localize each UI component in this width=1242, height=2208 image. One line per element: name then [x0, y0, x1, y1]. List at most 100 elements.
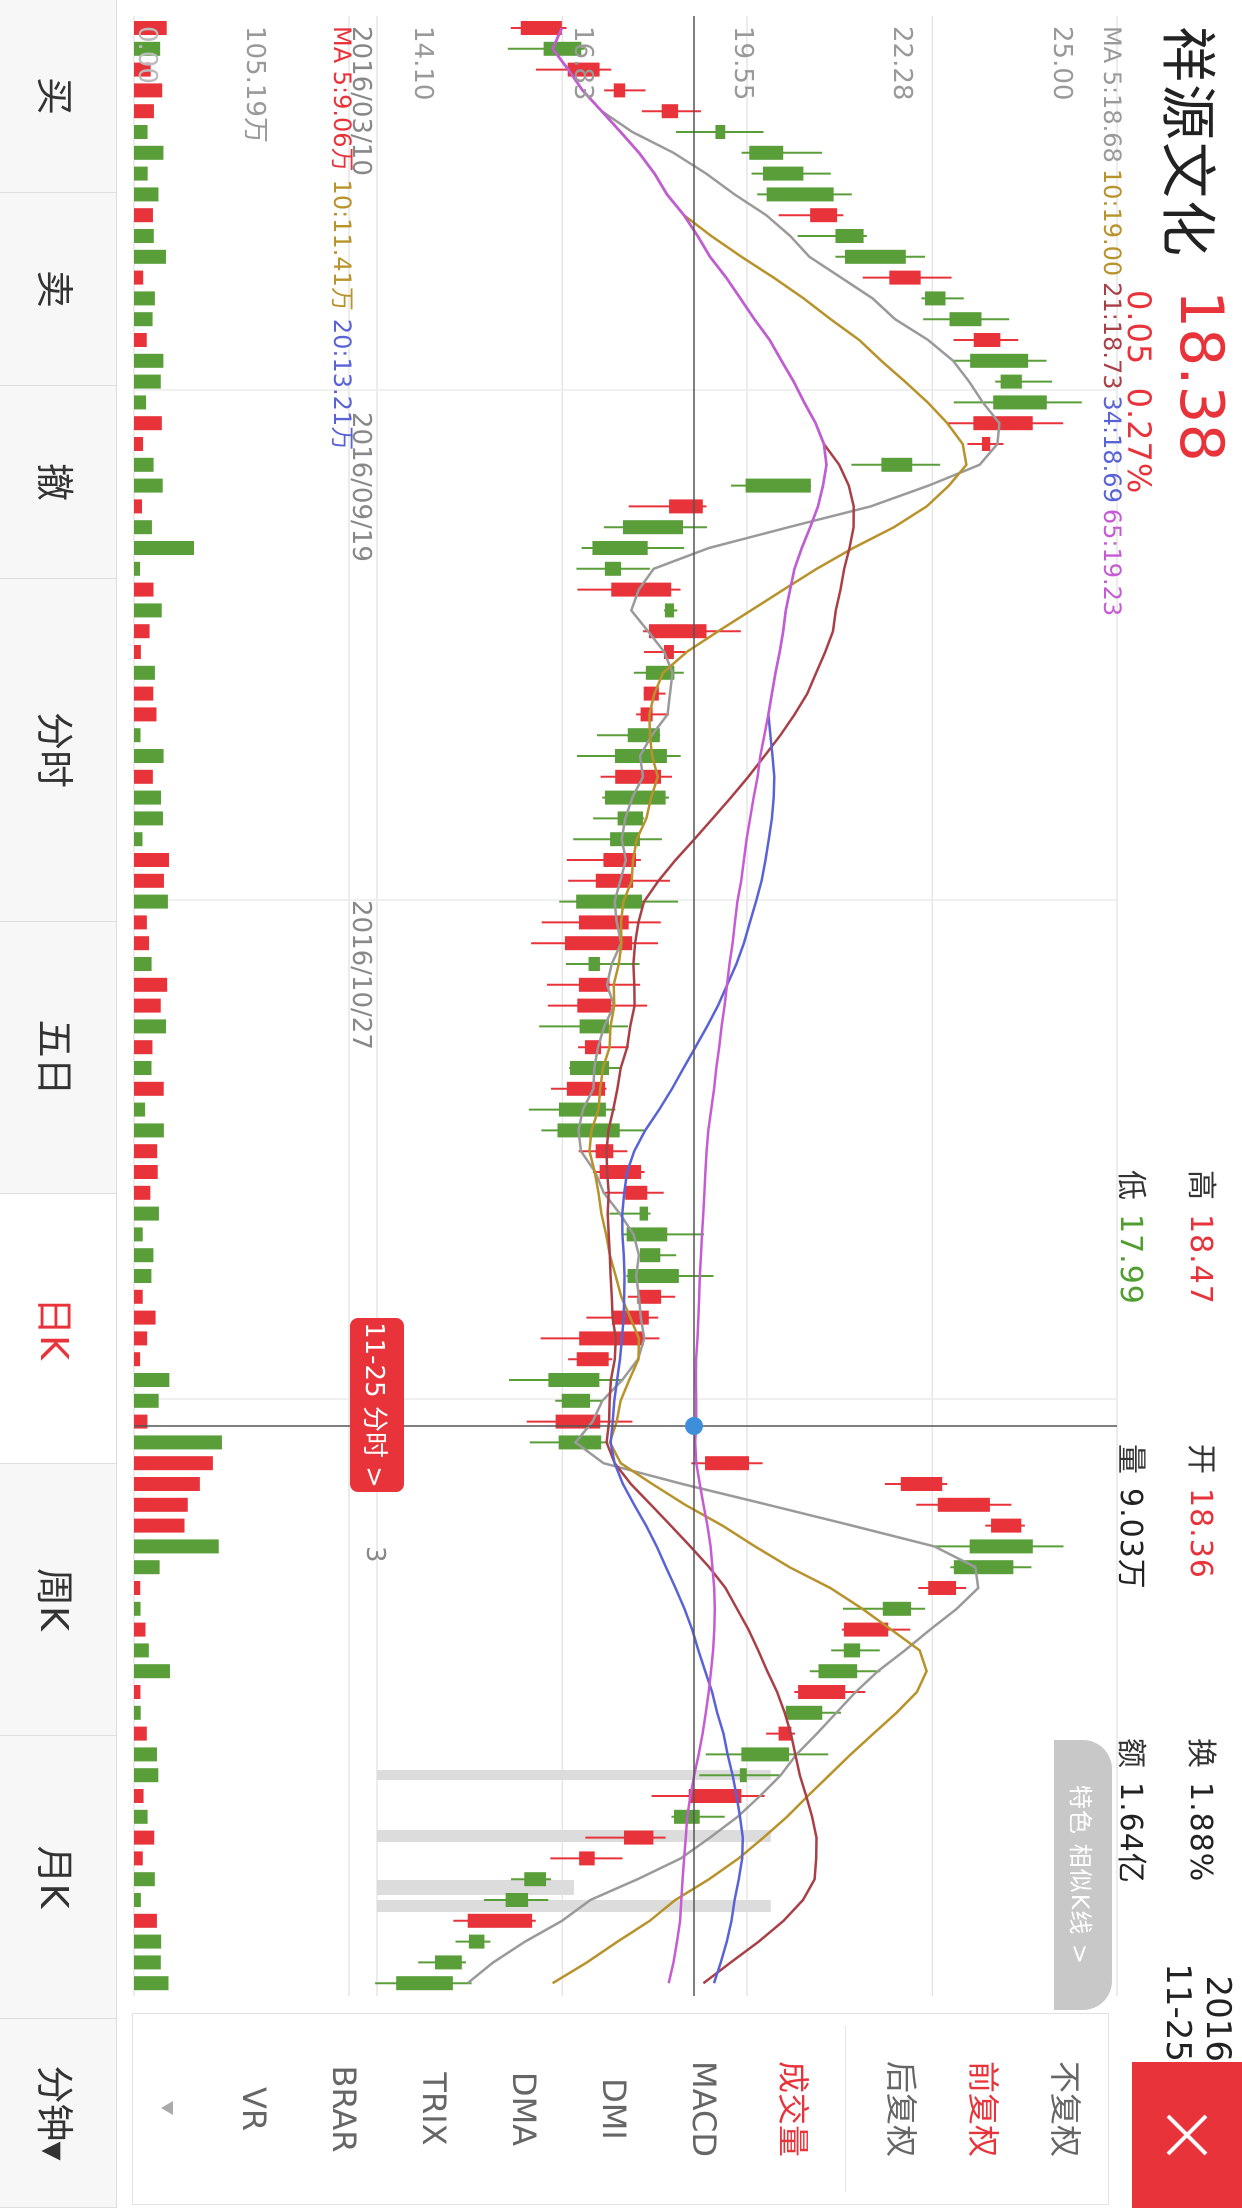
volume-bar [134, 1893, 141, 1907]
candle-body [561, 1393, 591, 1408]
ma-legend-item: 65:19.23 [1098, 508, 1126, 617]
indicator-2[interactable]: 后复权 [882, 2060, 920, 2157]
ma-legend: MA 5:18.68 10:19.00 21:18.73 34:18.69 65:19.… [1098, 26, 1126, 622]
candle-body [625, 1185, 648, 1200]
volume-bar [134, 582, 154, 597]
volume-bar [133, 437, 144, 451]
volume-bar [134, 1019, 167, 1034]
candle-body [558, 1435, 602, 1450]
candle-body [578, 977, 610, 992]
tab-6[interactable]: 周K [0, 1464, 116, 1736]
indicator-9[interactable]: VR [235, 2086, 273, 2132]
candle-body [613, 83, 626, 98]
crosshair-tip-button[interactable]: 11-25 分时 > [350, 1318, 404, 1492]
volume-bar [133, 1102, 146, 1117]
tab-5[interactable]: 日K [0, 1194, 116, 1464]
date-label-1: 2016/03/10 [346, 26, 376, 176]
price-tick-1: 25.00 [1047, 26, 1077, 101]
candle-body [993, 395, 1047, 410]
candle-body [557, 1123, 620, 1138]
candle-body [900, 1477, 943, 1491]
volume-bar [133, 894, 168, 909]
candle-body [639, 1248, 661, 1263]
tab-0[interactable]: 买 [0, 0, 116, 193]
volume-bar [133, 665, 155, 680]
volume-bar [134, 1289, 143, 1304]
kline-chart[interactable] [117, 0, 1242, 2208]
candle-body [785, 1705, 823, 1720]
volume-bar [133, 312, 153, 327]
volume-bar [133, 1227, 143, 1242]
indicator-1[interactable]: 前复权 [964, 2060, 1002, 2157]
date-label-2: 2016/09/19 [346, 412, 376, 562]
candle-body [627, 1269, 679, 1283]
volume-bar [134, 998, 161, 1013]
volume-legend-item: 10:11.41万 [328, 179, 356, 311]
candlesticks [375, 21, 1082, 1991]
tip-suffix: 3 [360, 1546, 390, 1563]
volume-bar [133, 21, 167, 35]
volume-bar [133, 353, 164, 368]
tab-3[interactable]: 分时 [0, 579, 116, 922]
indicator-4[interactable]: MACD [685, 2061, 723, 2157]
crosshair-dot [685, 1417, 703, 1435]
volume-bar [134, 166, 148, 181]
ma-legend-item: MA 5:18.68 [1098, 26, 1126, 163]
volume-bar [133, 1581, 141, 1595]
tab-4[interactable]: 五日 [0, 922, 116, 1194]
candle-body [603, 853, 636, 867]
price-tick-2: 22.28 [887, 26, 917, 101]
volume-bar [133, 187, 159, 202]
indicator-6[interactable]: DMA [505, 2071, 543, 2147]
indicator-5[interactable]: DMI [595, 2078, 633, 2140]
candle-body [524, 1872, 547, 1887]
volume-bar [133, 1456, 213, 1471]
indicator-7[interactable]: TRIX [415, 2072, 453, 2146]
volume-bar [133, 416, 162, 431]
candle-body [928, 1581, 957, 1595]
close-button[interactable] [1132, 2062, 1242, 2208]
volume-bar [133, 645, 141, 659]
candle-body [468, 1934, 485, 1949]
price-tick-5: 14.10 [408, 26, 438, 101]
ma-legend-item: 21:18.73 [1098, 282, 1126, 390]
candle-body [810, 208, 838, 223]
candle-body [566, 1081, 606, 1096]
volume-bar [133, 1809, 148, 1824]
candle-body [669, 499, 703, 514]
volume-bar [133, 811, 163, 826]
candle-body [577, 998, 612, 1013]
candle-body [715, 125, 726, 139]
volume-bar [134, 707, 157, 722]
indicator-0[interactable]: 不复权 [1046, 2060, 1084, 2157]
tab-8[interactable]: 分钟▾ [0, 2019, 116, 2208]
candle-body [467, 1913, 533, 1928]
volume-bar [133, 520, 152, 535]
tab-7[interactable]: 月K [0, 1736, 116, 2019]
volume-bar [133, 499, 143, 514]
candle-body [505, 1893, 529, 1907]
indicator-3[interactable]: 成交量 [774, 2060, 812, 2157]
volume-bar [133, 291, 155, 306]
volume-bar [134, 1976, 169, 1991]
candle-body [705, 1456, 750, 1471]
candle-body [595, 1144, 614, 1159]
triangle-down-icon[interactable] [158, 2099, 176, 2117]
panel-divider [845, 2026, 846, 2192]
price-tick-4: 16.83 [568, 26, 598, 101]
volume-bar [134, 1165, 158, 1179]
volume-bar [134, 1622, 146, 1637]
candle-body [970, 353, 1029, 368]
similar-kline-button[interactable]: 特色 相似K线 > [1054, 1740, 1112, 2010]
tab-2[interactable]: 撤 [0, 386, 116, 579]
candle-body [617, 811, 643, 826]
date-label-3: 2016/10/27 [346, 900, 376, 1050]
candle-body [882, 1601, 912, 1616]
volume-bar [133, 1185, 151, 1200]
indicator-8[interactable]: BRAR [325, 2065, 363, 2153]
volume-bar [134, 125, 148, 139]
volume-bar [134, 728, 141, 743]
tab-1[interactable]: 卖 [0, 193, 116, 386]
candle-body [579, 1019, 609, 1034]
candle-body [762, 166, 804, 181]
